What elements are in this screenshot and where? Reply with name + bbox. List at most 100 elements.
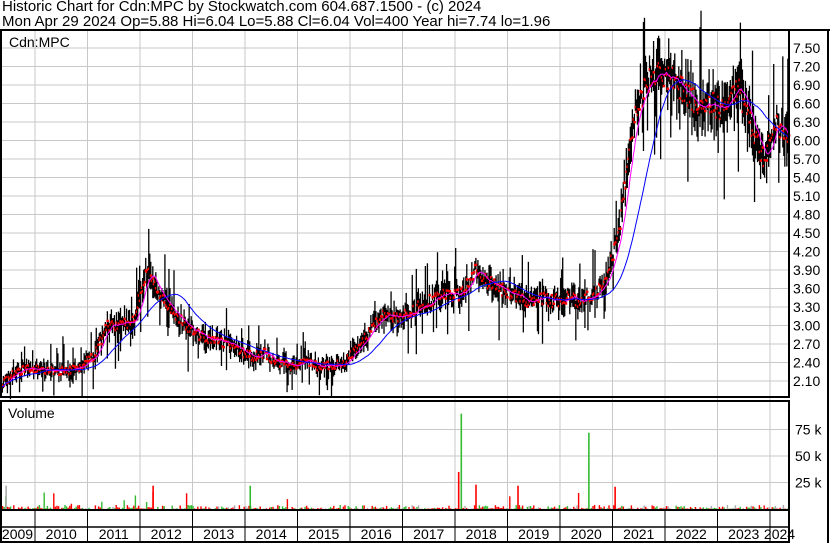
close-mark	[477, 273, 481, 277]
close-mark	[330, 365, 334, 369]
close-mark	[515, 299, 518, 303]
close-mark	[287, 365, 290, 369]
close-mark	[175, 318, 178, 321]
close-mark	[9, 376, 12, 379]
close-mark	[416, 303, 419, 307]
close-mark	[355, 350, 359, 354]
close-mark	[661, 79, 665, 82]
close-mark	[574, 303, 578, 307]
close-mark	[708, 95, 711, 99]
header-title: Historic Chart for Cdn:MPC by Stockwatch…	[2, 0, 482, 15]
close-mark	[419, 305, 422, 308]
close-mark	[165, 305, 169, 309]
year-label: 2015	[308, 526, 339, 542]
close-mark	[201, 330, 204, 334]
close-mark	[479, 276, 483, 279]
year-label: 2023	[728, 526, 759, 542]
close-mark	[540, 296, 544, 299]
close-mark	[427, 303, 430, 306]
close-mark	[766, 144, 770, 147]
close-mark	[407, 316, 410, 319]
close-mark	[318, 365, 321, 369]
close-mark	[762, 164, 766, 168]
close-mark	[588, 299, 592, 303]
close-mark	[326, 360, 329, 364]
close-mark	[87, 359, 90, 363]
close-mark	[37, 365, 41, 369]
close-mark	[712, 91, 715, 95]
close-mark	[99, 336, 102, 339]
close-mark	[248, 349, 252, 353]
close-mark	[609, 267, 612, 271]
close-mark	[376, 319, 380, 323]
close-mark	[758, 150, 762, 154]
close-mark	[74, 365, 77, 368]
close-mark	[83, 363, 86, 366]
close-mark	[433, 294, 436, 298]
close-mark	[551, 305, 555, 309]
close-mark	[731, 86, 734, 90]
close-mark	[199, 333, 202, 336]
close-mark	[548, 298, 552, 301]
close-mark	[659, 66, 663, 70]
close-mark	[453, 289, 457, 292]
close-mark	[459, 287, 463, 291]
price-tick-label: 3.30	[793, 299, 820, 315]
close-mark	[732, 85, 735, 88]
close-mark	[558, 297, 562, 300]
close-mark	[349, 350, 353, 353]
close-mark	[116, 327, 119, 330]
close-mark	[232, 343, 236, 346]
close-mark	[313, 365, 316, 368]
price-tick-label: 4.20	[793, 244, 820, 260]
close-mark	[15, 371, 19, 374]
close-mark	[783, 137, 787, 140]
close-mark	[713, 109, 716, 112]
close-mark	[20, 372, 24, 376]
close-mark	[58, 367, 62, 371]
price-bars	[0, 10, 791, 400]
year-label: 2022	[676, 526, 707, 542]
close-mark	[299, 361, 302, 365]
close-mark	[698, 107, 701, 111]
close-mark	[607, 270, 610, 274]
close-mark	[677, 87, 681, 91]
price-tick-label: 7.20	[793, 59, 820, 75]
year-label: 2020	[571, 526, 602, 542]
close-mark	[554, 294, 558, 297]
close-mark	[464, 288, 468, 292]
price-tick-label: 6.90	[793, 77, 820, 93]
close-mark	[613, 243, 616, 246]
close-mark	[101, 337, 104, 340]
close-mark	[28, 370, 32, 373]
close-mark	[230, 343, 234, 346]
close-mark	[546, 292, 550, 296]
close-mark	[289, 363, 292, 366]
close-mark	[89, 359, 92, 362]
close-mark	[437, 293, 441, 296]
close-mark	[220, 337, 223, 340]
close-mark	[461, 285, 465, 289]
close-mark	[185, 328, 188, 331]
close-mark	[664, 67, 668, 71]
close-mark	[606, 276, 609, 280]
close-mark	[682, 89, 686, 93]
close-mark	[526, 305, 529, 309]
close-mark	[469, 278, 473, 281]
close-mark	[483, 272, 487, 276]
close-mark	[747, 108, 750, 112]
close-mark	[478, 271, 482, 275]
close-mark	[594, 296, 597, 300]
close-mark	[179, 321, 182, 324]
close-mark	[624, 186, 627, 190]
close-mark	[119, 319, 122, 323]
close-mark	[671, 66, 675, 70]
close-mark	[151, 277, 155, 280]
close-mark	[373, 324, 377, 328]
close-mark	[51, 367, 55, 371]
close-mark	[50, 366, 54, 369]
close-mark	[524, 304, 527, 307]
close-mark	[642, 97, 645, 100]
close-mark	[95, 346, 98, 349]
close-mark	[250, 359, 254, 362]
